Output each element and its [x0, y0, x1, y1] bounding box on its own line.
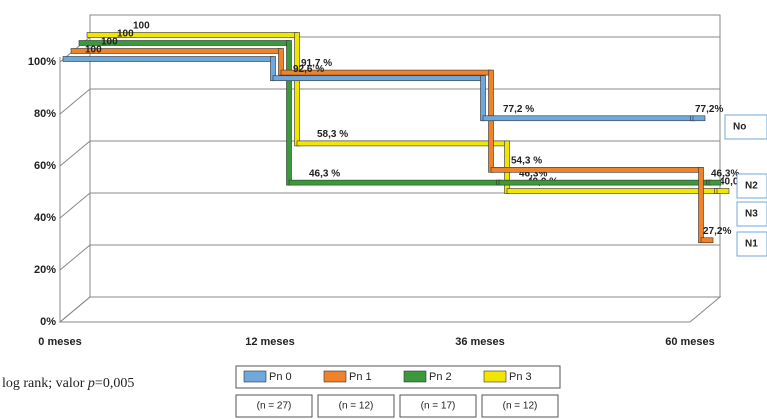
step-segment: [498, 179, 710, 186]
step-segment: [700, 237, 714, 244]
sample-label: (n = 12): [503, 401, 538, 412]
value-label: 40,0%: [719, 177, 747, 188]
legend-label: Pn 1: [349, 371, 372, 383]
legend-label: Pn 2: [429, 371, 452, 383]
step-segment: [296, 140, 508, 147]
x-tick-label: 0 meses: [38, 336, 81, 348]
step-segment: [288, 179, 500, 186]
y-tick-label: 0%: [40, 316, 56, 328]
side-label-box: [736, 201, 767, 227]
sample-box: [481, 394, 559, 418]
y-tick-label: 20%: [34, 264, 56, 276]
side-label: No: [733, 122, 746, 133]
value-label: 46,3%: [519, 168, 547, 179]
step-segment: [490, 167, 702, 173]
sample-label: (n = 12): [339, 401, 374, 412]
y-tick-label: 100%: [28, 56, 56, 68]
value-label: 91,7 %: [301, 58, 332, 69]
step-segment: [62, 56, 274, 62]
floor: [58, 296, 722, 323]
value-label: 100: [101, 37, 118, 48]
legend-swatch: [243, 370, 267, 383]
y-tick-label: 80%: [34, 108, 56, 120]
value-label: 77,2 %: [503, 104, 534, 115]
grid-line-side: [59, 296, 91, 323]
legend-label: Pn 0: [269, 371, 292, 383]
step-segment: [70, 48, 282, 54]
y-tick-label: 40%: [34, 212, 56, 224]
side-label: N2: [745, 181, 758, 192]
legend-swatch: [403, 370, 427, 383]
value-label: 46,3%: [711, 168, 739, 179]
side-label-box: [736, 173, 767, 199]
value-label: 27,2%: [703, 226, 731, 237]
step-segment: [716, 188, 730, 194]
legend-box: [235, 365, 561, 389]
legend-swatch: [323, 370, 347, 383]
step-riser: [294, 32, 300, 147]
x-tick-label: 12 meses: [245, 336, 295, 348]
grid-line-side: [59, 244, 91, 271]
value-label: 92,6 %: [293, 64, 324, 75]
value-label: 100: [133, 21, 150, 32]
value-label: 54,3 %: [511, 155, 542, 166]
grid-line-side: [59, 192, 91, 219]
grid-line-side: [59, 140, 91, 167]
sample-label: (n = 27): [257, 401, 292, 412]
side-label-box: [736, 231, 767, 257]
value-label: 77,2%: [695, 104, 723, 115]
side-label: N1: [745, 239, 758, 250]
value-label: 58,3 %: [317, 129, 348, 140]
x-tick-label: 36 meses: [455, 336, 505, 348]
step-segment: [708, 179, 722, 186]
y-tick-label: 60%: [34, 160, 56, 172]
note-prefix: log rank; valor: [2, 376, 88, 391]
legend-swatch: [483, 370, 507, 383]
sample-label: (n = 17): [421, 401, 456, 412]
legend-label: Pn 3: [509, 371, 532, 383]
step-segment: [506, 188, 718, 194]
sample-box: [317, 394, 395, 418]
step-riser: [480, 75, 486, 122]
side-label-box: [724, 114, 767, 140]
x-tick-label: 60 meses: [665, 336, 715, 348]
note: log rank; valor p=0,005: [2, 376, 134, 391]
step-riser: [488, 69, 494, 173]
side-label: N3: [745, 209, 758, 220]
step-riser: [286, 40, 292, 186]
grid-line-side: [59, 88, 91, 115]
note-suffix: =0,005: [95, 376, 134, 391]
step-segment: [272, 75, 484, 82]
note-italic: p: [87, 376, 95, 391]
value-label: 100: [117, 29, 134, 40]
value-label: 46,3 %: [309, 168, 340, 179]
value-label: 100: [85, 45, 102, 56]
step-segment: [482, 115, 694, 122]
sample-box: [399, 394, 477, 418]
step-segment: [692, 115, 706, 122]
sample-box: [235, 394, 313, 418]
